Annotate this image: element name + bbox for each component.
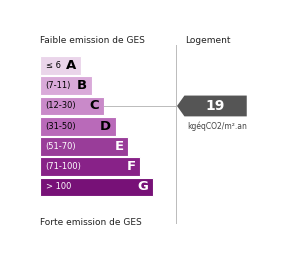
Text: > 100: > 100 bbox=[46, 182, 71, 191]
Text: Forte emission de GES: Forte emission de GES bbox=[40, 218, 142, 227]
Text: (12-30): (12-30) bbox=[46, 101, 76, 110]
Text: C: C bbox=[89, 100, 99, 113]
FancyBboxPatch shape bbox=[40, 178, 153, 196]
Text: B: B bbox=[77, 79, 87, 92]
Text: (71-100): (71-100) bbox=[46, 162, 82, 171]
Text: ≤ 6: ≤ 6 bbox=[46, 61, 61, 70]
Text: kgéqCO2/m².an: kgéqCO2/m².an bbox=[187, 121, 247, 131]
Text: F: F bbox=[127, 160, 136, 173]
FancyBboxPatch shape bbox=[40, 56, 81, 75]
Polygon shape bbox=[177, 96, 247, 116]
Text: Logement: Logement bbox=[185, 36, 231, 45]
FancyBboxPatch shape bbox=[40, 76, 92, 95]
Text: G: G bbox=[137, 180, 148, 193]
FancyBboxPatch shape bbox=[40, 137, 128, 156]
Text: 19: 19 bbox=[206, 99, 225, 113]
Text: (31-50): (31-50) bbox=[46, 122, 76, 131]
FancyBboxPatch shape bbox=[40, 157, 140, 176]
Text: E: E bbox=[115, 140, 124, 153]
FancyBboxPatch shape bbox=[40, 97, 104, 115]
Text: D: D bbox=[100, 120, 111, 133]
Text: A: A bbox=[66, 59, 76, 72]
FancyBboxPatch shape bbox=[40, 117, 116, 135]
Text: (7-11): (7-11) bbox=[46, 81, 71, 90]
Text: (51-70): (51-70) bbox=[46, 142, 76, 151]
Text: Faible emission de GES: Faible emission de GES bbox=[40, 36, 145, 45]
